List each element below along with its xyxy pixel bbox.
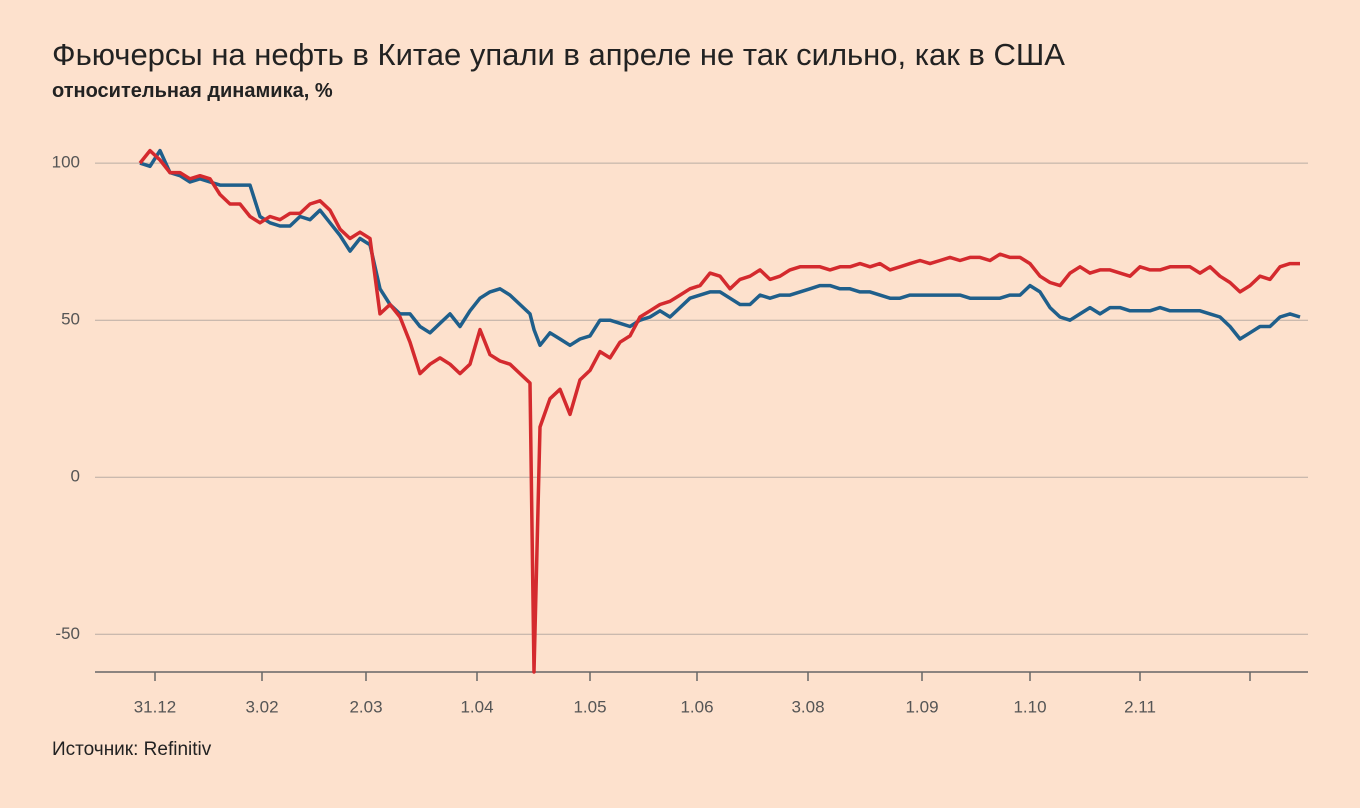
- y-tick-label: 50: [61, 310, 80, 329]
- y-tick-label: -50: [55, 624, 80, 643]
- chart-subtitle: относительная динамика, %: [52, 80, 333, 102]
- x-tick-label: 1.06: [680, 697, 713, 716]
- y-tick-label: 100: [52, 153, 80, 172]
- x-tick-label: 3.02: [245, 697, 278, 716]
- x-tick-label: 1.05: [573, 697, 606, 716]
- x-tick-label: 31.12: [134, 697, 177, 716]
- chart-title: Фьючерсы на нефть в Китае упали в апреле…: [52, 37, 1065, 72]
- x-tick-label: 1.09: [905, 697, 938, 716]
- x-tick-label: 2.11: [1124, 697, 1156, 716]
- x-tick-label: 2.03: [349, 697, 382, 716]
- source: Источник: Refinitiv: [52, 739, 212, 760]
- x-tick-label: 1.10: [1013, 697, 1046, 716]
- x-tick-label: 3.08: [791, 697, 824, 716]
- series-line: [139, 148, 1301, 348]
- y-tick-label: 0: [71, 467, 80, 486]
- series-line: [138, 148, 1300, 674]
- x-tick-label: 1.04: [460, 697, 493, 716]
